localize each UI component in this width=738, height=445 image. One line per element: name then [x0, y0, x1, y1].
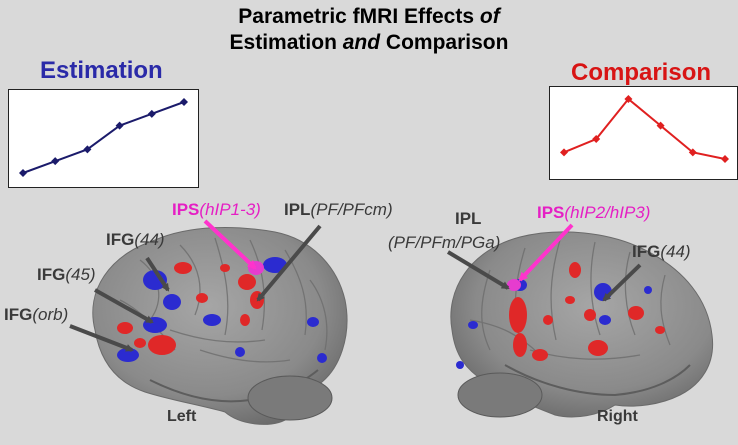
ips-right-label: IPS(hIP2/hIP3)	[537, 203, 651, 222]
ifg44-left-label: IFG(44)	[106, 230, 165, 249]
ifg45-arrow	[94, 288, 154, 324]
ips-left-arrow	[203, 219, 257, 270]
right-red-activations	[509, 262, 665, 361]
left-arrows	[69, 219, 322, 352]
ifgorb-label: IFG(orb)	[4, 305, 69, 324]
ipl-left-label: IPL(PF/PFcm)	[284, 200, 393, 219]
estimation-point-1	[19, 169, 27, 177]
ipl-right-label-title: IPL	[455, 209, 482, 228]
comparison-point-2	[592, 135, 601, 143]
estimation-point-2	[51, 157, 60, 166]
comparison-line-chart	[560, 95, 729, 163]
estimation-point-3	[83, 145, 92, 154]
estimation-point-5	[147, 109, 156, 118]
ifg44-right-label: IFG(44)	[632, 242, 691, 261]
left-hemisphere	[92, 226, 348, 425]
right-hemisphere	[450, 231, 714, 418]
estimation-series-line	[22, 101, 185, 174]
ifgorb-arrow	[69, 324, 134, 352]
comparison-label: Comparison	[571, 59, 712, 86]
ifg44-left-arrow	[145, 256, 170, 292]
comparison-point-5	[688, 148, 697, 157]
right-hemisphere-label: Right	[597, 408, 638, 425]
left-hemisphere-label: Left	[167, 408, 197, 425]
comparison-series-line	[563, 97, 726, 160]
estimation-point-4	[115, 121, 124, 130]
estimation-label: Estimation	[40, 57, 163, 84]
comparison-plot	[549, 86, 738, 180]
ipl-left-arrow	[256, 224, 322, 302]
ips-right-arrow	[518, 223, 574, 282]
left-blue-activations	[117, 257, 327, 363]
estimation-plot	[8, 89, 199, 188]
comparison-point-4	[656, 121, 665, 130]
figure-title: Parametric fMRI Effects of Estimation an…	[229, 5, 509, 54]
estimation-line-chart	[19, 98, 188, 177]
estimation-point-6	[180, 98, 188, 106]
ips-left-label: IPS(hIP1-3)	[172, 200, 261, 219]
comparison-point-1	[560, 148, 568, 157]
ifg45-label: IFG(45)	[37, 265, 96, 284]
ifg44-right-arrow	[602, 263, 642, 302]
ipl-right-label-sub: (PF/PFm/PGa)	[388, 233, 501, 252]
comparison-point-3	[624, 95, 633, 103]
right-arrows	[446, 223, 642, 302]
comparison-point-6	[721, 155, 729, 163]
ipl-right-arrow	[446, 250, 510, 290]
